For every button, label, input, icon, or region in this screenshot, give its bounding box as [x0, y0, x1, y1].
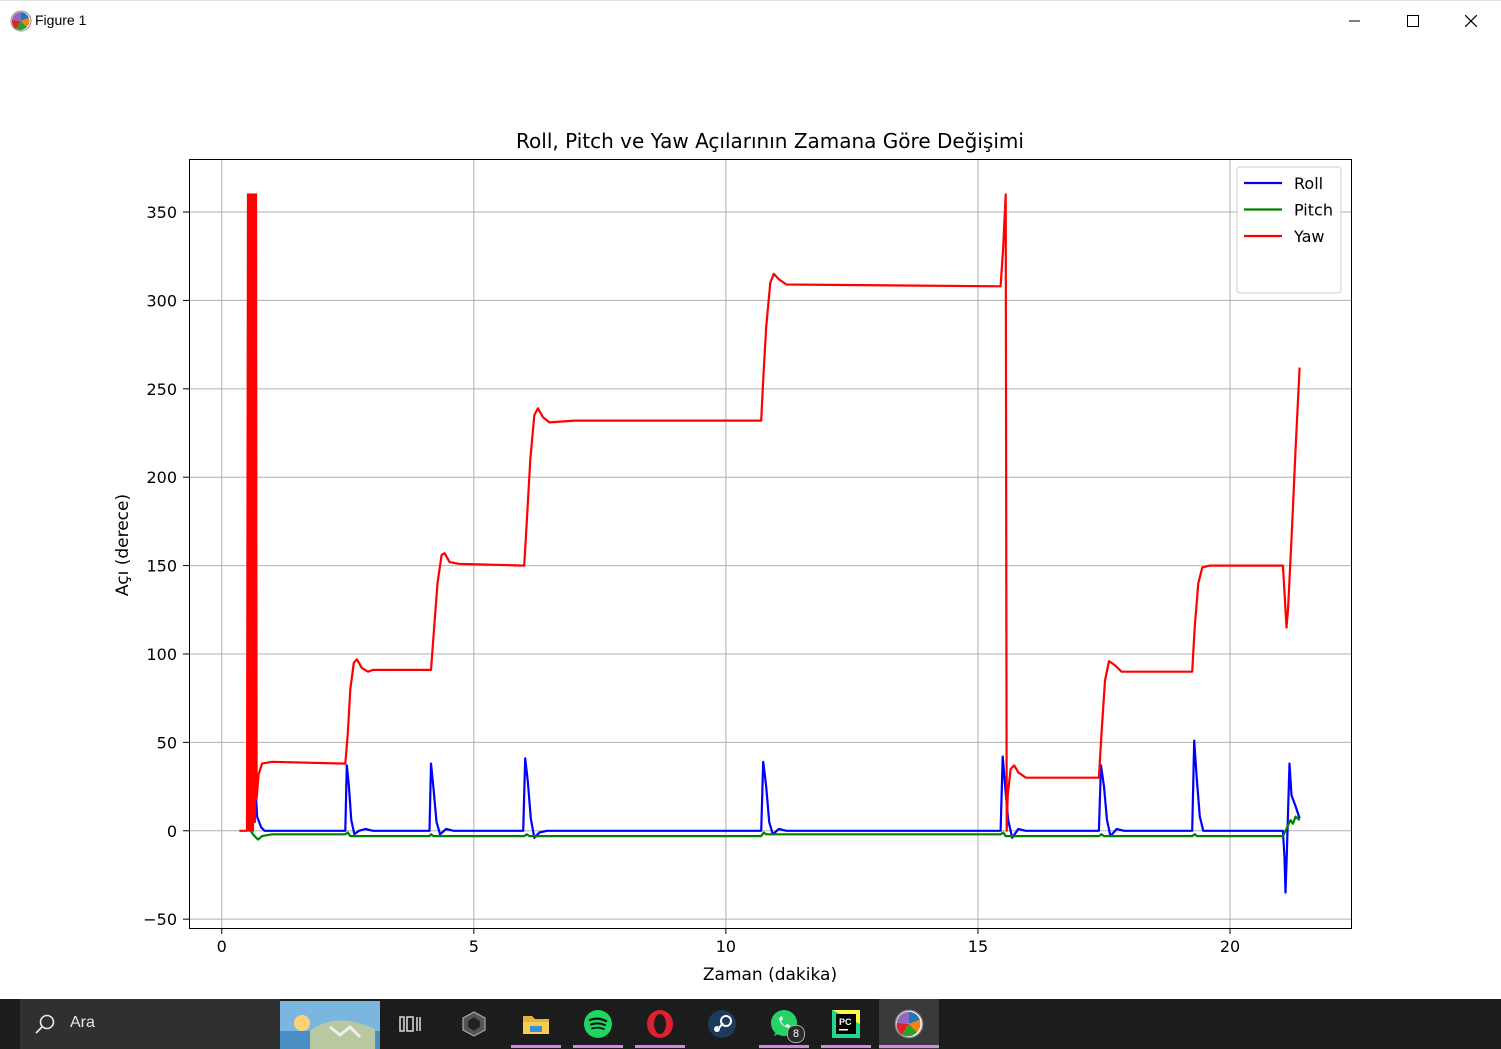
y-tick-label: 200 [146, 468, 177, 487]
minimize-icon [1349, 20, 1360, 22]
grid-lines [189, 159, 1351, 928]
y-tick-label: 0 [167, 822, 177, 841]
search-icon [35, 1014, 55, 1034]
legend-label: Roll [1294, 174, 1323, 193]
plot-canvas[interactable]: Roll, Pitch ve Yaw Açılarının Zamana Gör… [0, 40, 1501, 999]
y-tick-label: 300 [146, 291, 177, 310]
steam-icon [708, 1010, 736, 1038]
axis-ticks: 0 5 10 15 20 −50 0 50 100 150 200 250 300 350 [143, 203, 1240, 956]
opera-icon [647, 1010, 673, 1038]
task-view-button[interactable] [385, 999, 435, 1049]
taskbar-search[interactable]: Ara [20, 999, 280, 1049]
x-tick-label: 5 [469, 937, 479, 956]
x-tick-label: 0 [217, 937, 227, 956]
axes-frame [189, 159, 1352, 929]
file-explorer-button[interactable] [511, 999, 561, 1049]
chart-title: Roll, Pitch ve Yaw Açılarının Zamana Gör… [516, 129, 1024, 153]
y-tick-label: −50 [143, 910, 177, 929]
matplotlib-icon [10, 10, 32, 32]
series-line-yaw [239, 193, 1301, 832]
window-titlebar[interactable]: Figure 1 [0, 0, 1501, 41]
pycharm-icon: PC [832, 1010, 860, 1038]
taskbar: Ara [0, 999, 1501, 1049]
y-tick-label: 150 [146, 557, 177, 576]
legend-label: Pitch [1294, 201, 1333, 220]
y-axis-label: Açı (derece) [113, 494, 133, 596]
pycharm-label: PC [839, 1017, 852, 1027]
series-line-pitch [249, 815, 1301, 841]
x-axis-label: Zaman (dakika) [703, 965, 837, 985]
y-tick-label: 350 [146, 203, 177, 222]
whatsapp-button[interactable]: 8 [759, 999, 809, 1049]
spotify-icon [584, 1010, 612, 1038]
task-view-icon [399, 1016, 421, 1032]
series-line-roll [249, 739, 1301, 894]
x-tick-label: 15 [968, 937, 988, 956]
matplotlib-taskbar-icon [894, 1009, 924, 1039]
series-lines [239, 193, 1301, 894]
search-highlight-image[interactable] [280, 1001, 380, 1049]
legend: Roll Pitch Yaw [1236, 166, 1342, 294]
pycharm-button[interactable]: PC [821, 999, 871, 1049]
legend-label: Yaw [1293, 227, 1324, 246]
window-title: Figure 1 [35, 12, 87, 28]
folder-icon [523, 1016, 549, 1034]
maximize-icon [1407, 15, 1419, 27]
x-tick-label: 10 [716, 937, 736, 956]
x-tick-label: 20 [1220, 937, 1240, 956]
close-icon [1465, 15, 1477, 27]
whatsapp-badge: 8 [787, 1025, 805, 1043]
opera-button[interactable] [635, 999, 685, 1049]
steam-button[interactable] [697, 999, 747, 1049]
search-placeholder: Ara [70, 1014, 95, 1031]
legend-box [1236, 166, 1342, 294]
y-tick-label: 50 [157, 733, 177, 752]
unity-icon [462, 1011, 486, 1037]
minimize-button[interactable] [1326, 1, 1384, 41]
maximize-button[interactable] [1384, 1, 1442, 41]
y-tick-label: 250 [146, 380, 177, 399]
close-button[interactable] [1442, 1, 1500, 41]
unity-button[interactable] [449, 999, 499, 1049]
matplotlib-figure-button[interactable] [879, 999, 939, 1049]
spotify-button[interactable] [573, 999, 623, 1049]
y-tick-label: 100 [146, 645, 177, 664]
